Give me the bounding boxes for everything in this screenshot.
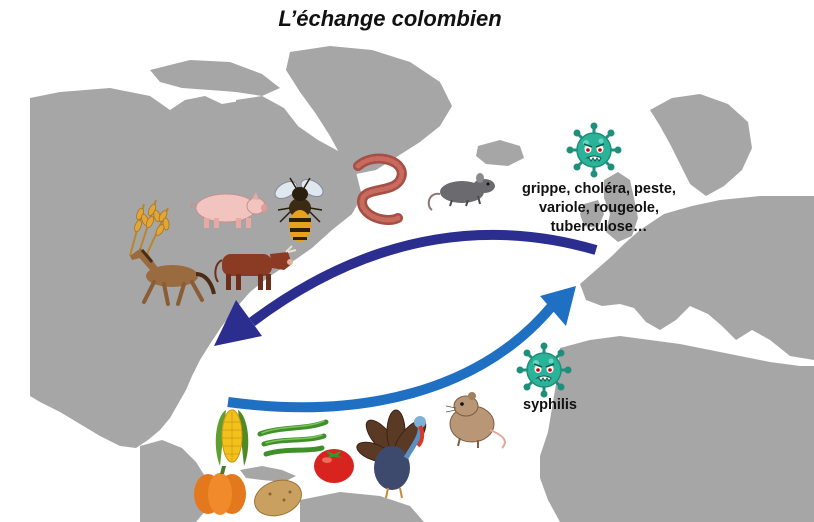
pig-icon xyxy=(190,192,267,228)
britain-landmass xyxy=(604,172,638,242)
arctic-islands xyxy=(150,60,280,96)
bee-icon xyxy=(274,177,324,242)
guinea-pig-icon xyxy=(445,392,506,449)
scandinavia-landmass xyxy=(650,94,752,196)
rat-icon xyxy=(427,173,495,211)
baffin-island xyxy=(236,96,298,140)
europe-landmass xyxy=(580,196,814,360)
wheat-icon xyxy=(129,199,170,257)
arrow-to-americas xyxy=(214,229,598,346)
new-world-disease-label: syphilis xyxy=(523,397,577,413)
ireland-landmass xyxy=(580,200,604,228)
caribbean-islands xyxy=(240,466,296,482)
north-america-landmass xyxy=(30,88,362,448)
corn-icon xyxy=(215,409,249,466)
tomato-icon xyxy=(314,449,354,483)
disease-line: variole, rougeole, xyxy=(538,200,660,216)
virus-icon xyxy=(515,341,573,399)
virus-icon xyxy=(565,121,623,179)
south-america-landmass xyxy=(300,492,424,522)
cow-icon xyxy=(214,245,297,290)
disease-line: tuberculose… xyxy=(550,219,648,235)
green-bean-icon xyxy=(257,419,329,457)
africa-landmass xyxy=(540,336,814,522)
potato-icon xyxy=(254,479,302,517)
turkey-icon xyxy=(356,409,427,499)
greenland-landmass xyxy=(286,46,452,174)
land-masses xyxy=(30,46,814,522)
iceland-landmass xyxy=(476,140,524,166)
arrow-to-europe xyxy=(227,286,576,413)
earthworm-icon xyxy=(353,153,407,225)
old-world-diseases-label: grippe, choléra, peste, variole, rougeol… xyxy=(505,180,693,237)
disease-line: grippe, choléra, peste, xyxy=(522,181,676,197)
horse-icon xyxy=(130,248,216,306)
diagram-title: L’échange colombien xyxy=(278,6,502,31)
pumpkin-icon xyxy=(194,466,246,515)
